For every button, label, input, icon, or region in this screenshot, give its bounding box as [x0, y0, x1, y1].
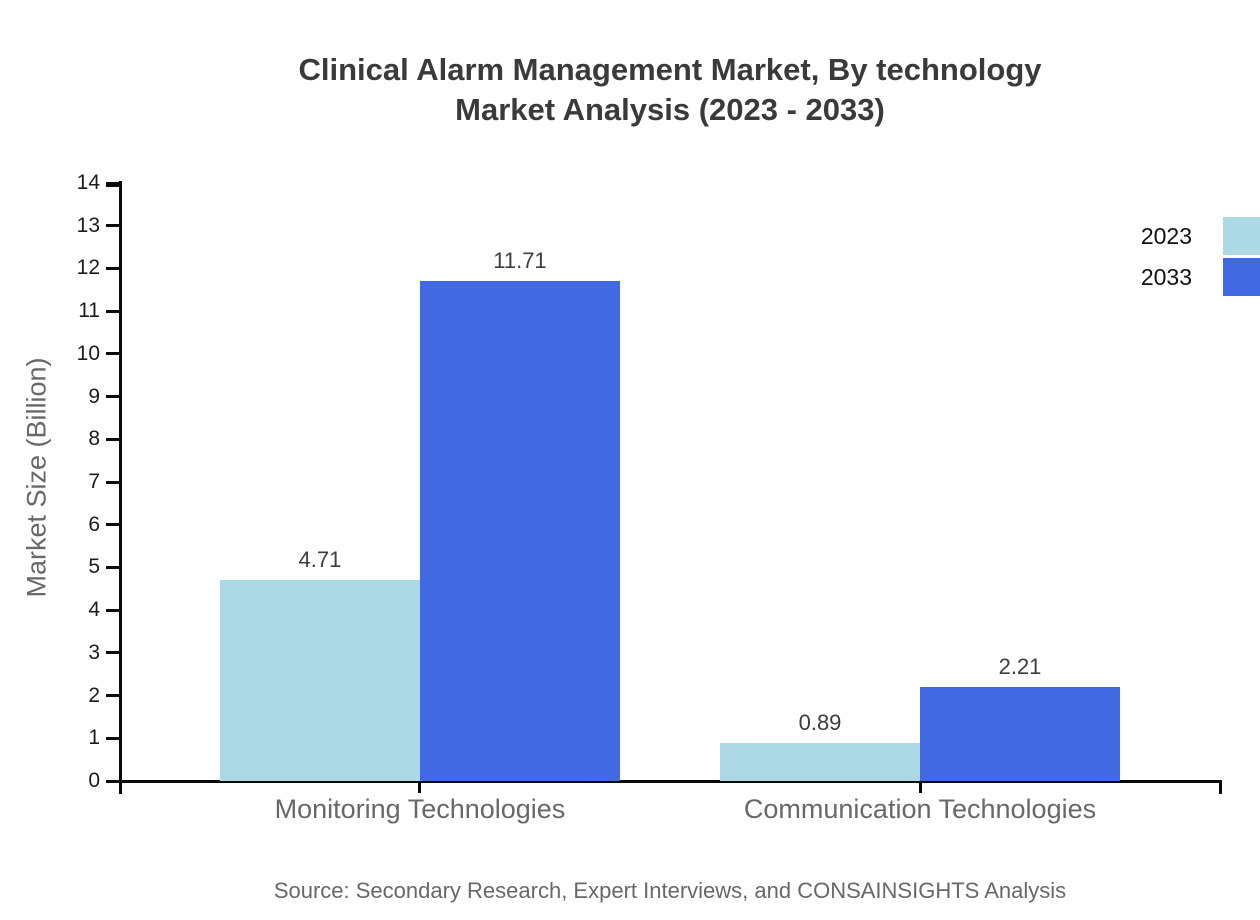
bar-value-label: 4.71: [298, 546, 342, 572]
chart-title-line1: Clinical Alarm Management Market, By tec…: [298, 52, 1042, 87]
category-label: Communication Technologies: [743, 794, 1097, 824]
legend-swatch-2033: [1223, 258, 1260, 296]
y-tick-label: 10: [76, 341, 100, 365]
bar-2023: [720, 742, 921, 781]
y-tick-mark: [105, 523, 119, 527]
y-tick-mark: [105, 181, 119, 187]
y-tick-mark: [105, 395, 119, 399]
plot-area: 0 1 2 3 4 5 6 7 8 9 10 11 12 13 14 4.71 11.71 0.89 2.21 M…: [77, 171, 1222, 824]
y-axis-line: [118, 181, 122, 794]
legend-swatch-2023: [1223, 217, 1260, 255]
legend: 2023 2033: [1141, 217, 1260, 299]
y-tick-mark: [105, 224, 119, 228]
y-tick-label: 8: [88, 427, 100, 451]
y-tick-label: 12: [76, 256, 100, 280]
bar-2033: [419, 280, 620, 781]
y-tick-label: 6: [88, 512, 100, 536]
y-tick-label: 7: [88, 470, 100, 493]
y-tick-label: 1: [88, 726, 100, 750]
x-axis-end-tick: [1219, 782, 1222, 794]
bar-value-label: 0.89: [798, 709, 842, 735]
category-label: Monitoring Technologies: [274, 794, 566, 824]
bar-2033: [920, 686, 1121, 781]
y-tick-mark: [105, 608, 119, 612]
source-note: Source: Secondary Research, Expert Inter…: [273, 878, 1067, 903]
x-tick-mark: [418, 782, 422, 793]
y-tick-mark: [105, 309, 119, 313]
y-axis-title-text: Market Size (Billion): [21, 357, 52, 598]
y-tick-mark: [105, 565, 119, 569]
bar-value-label: 2.21: [998, 653, 1042, 679]
y-tick-label: 11: [78, 299, 100, 323]
y-tick-mark: [105, 480, 119, 484]
y-tick-label: 4: [88, 598, 100, 622]
y-tick-mark: [105, 651, 119, 655]
x-tick-mark: [918, 782, 922, 793]
x-axis-line: [118, 779, 1222, 783]
chart-title: Clinical Alarm Management Market, By tec…: [80, 50, 1260, 130]
y-tick-label: 0: [88, 769, 100, 792]
legend-row-2023: 2023: [1141, 217, 1260, 255]
chart-title-line2: Market Analysis (2023 - 2033): [455, 92, 885, 127]
y-tick-label: 9: [88, 384, 100, 408]
y-tick-label: 5: [88, 555, 100, 579]
bar-2023: [219, 579, 420, 781]
y-tick-mark: [105, 266, 119, 270]
y-tick-mark: [105, 779, 119, 783]
legend-label-2023: 2023: [1140, 222, 1192, 249]
y-tick-label: 14: [76, 171, 100, 194]
y-tick-label: 2: [88, 683, 100, 707]
legend-row-2033: 2033: [1141, 258, 1260, 296]
y-tick-mark: [105, 352, 119, 356]
y-tick-mark: [105, 437, 119, 441]
y-tick-mark: [105, 736, 119, 740]
y-tick-label: 3: [88, 640, 100, 664]
y-tick-label: 13: [76, 213, 100, 237]
legend-label-2033: 2033: [1140, 263, 1192, 290]
bar-value-label: 11.71: [493, 247, 547, 273]
y-tick-mark: [105, 694, 119, 698]
